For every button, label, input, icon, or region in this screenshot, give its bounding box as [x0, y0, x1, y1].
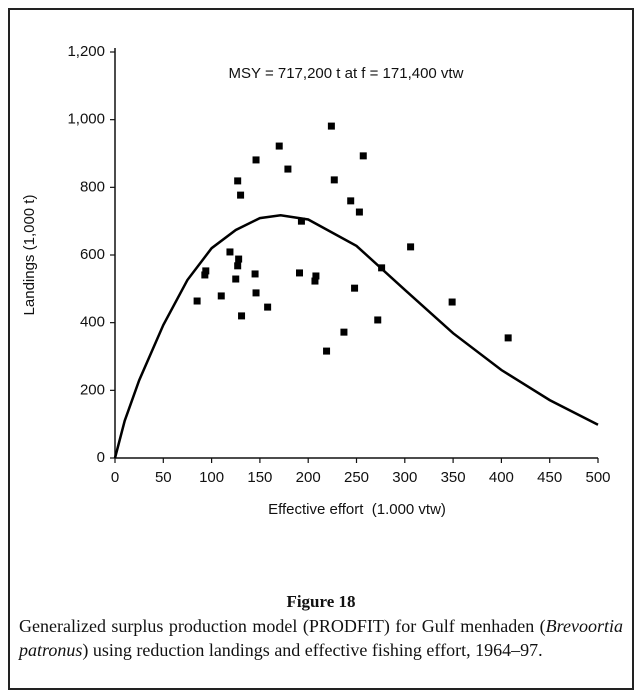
y-tick-label: 1,200 [67, 43, 105, 60]
y-tick-label: 1,000 [67, 111, 105, 128]
data-point [235, 255, 243, 263]
data-point [252, 289, 260, 297]
annotation: MSY = 717,200 t at f = 171,400 vtw [229, 65, 464, 82]
data-point [330, 176, 338, 184]
data-point [407, 243, 415, 251]
model-curve [113, 214, 599, 459]
chart: MSY = 717,200 t at f = 171,400 vtw Effec… [21, 43, 611, 518]
x-tick-label: 50 [155, 469, 172, 486]
x-tick-label: 0 [111, 469, 119, 486]
figure-label: Figure 18 [286, 592, 356, 611]
data-point [448, 298, 456, 306]
data-point [340, 328, 348, 336]
data-point [264, 303, 272, 311]
y-tick-label: 800 [80, 178, 105, 195]
x-tick-label: 100 [199, 469, 224, 486]
data-point [202, 267, 210, 275]
caption-text: ) using reduction landings and effective… [82, 640, 543, 660]
x-tick-label: 200 [296, 469, 321, 486]
data-point [347, 197, 355, 205]
y-tick-label: 0 [97, 449, 105, 466]
data-point [226, 248, 234, 256]
data-point [217, 292, 225, 300]
caption: Generalized surplus production model (PR… [19, 614, 623, 662]
x-tick-label: 250 [344, 469, 369, 486]
x-tick-label: 500 [585, 469, 610, 486]
caption-text: Generalized surplus production model (PR… [19, 616, 546, 636]
x-tick-label: 450 [537, 469, 562, 486]
data-point [359, 152, 367, 160]
y-axis-title: Landings (1,000 t) [21, 195, 38, 316]
y-tick-label: 400 [80, 314, 105, 331]
data-point [374, 316, 382, 324]
x-axis-title: Effective effort (1.000 vtw) [268, 501, 446, 518]
data-point [193, 297, 201, 305]
y-tick-label: 600 [80, 246, 105, 263]
data-point [378, 264, 386, 272]
data-point [504, 334, 512, 342]
data-point [311, 277, 319, 285]
figure-frame [8, 8, 634, 690]
data-point [327, 122, 335, 130]
data-point [252, 156, 260, 164]
data-point [237, 191, 245, 199]
data-point [251, 270, 259, 278]
x-tick-label: 150 [247, 469, 272, 486]
data-point [312, 272, 320, 280]
y-tick-label: 200 [80, 381, 105, 398]
data-point [234, 262, 242, 270]
data-point [232, 275, 240, 283]
data-point [275, 142, 283, 150]
x-tick-label: 400 [489, 469, 514, 486]
caption-species: Brevoortia patronus [19, 616, 623, 660]
data-point [351, 284, 359, 292]
data-point [355, 208, 363, 216]
data-point [238, 312, 246, 320]
data-point [297, 217, 305, 225]
data-point [323, 347, 331, 355]
data-point [201, 271, 209, 279]
x-tick-label: 300 [392, 469, 417, 486]
x-tick-label: 350 [441, 469, 466, 486]
data-point [234, 177, 242, 185]
data-point [296, 269, 304, 277]
data-point [284, 165, 292, 173]
